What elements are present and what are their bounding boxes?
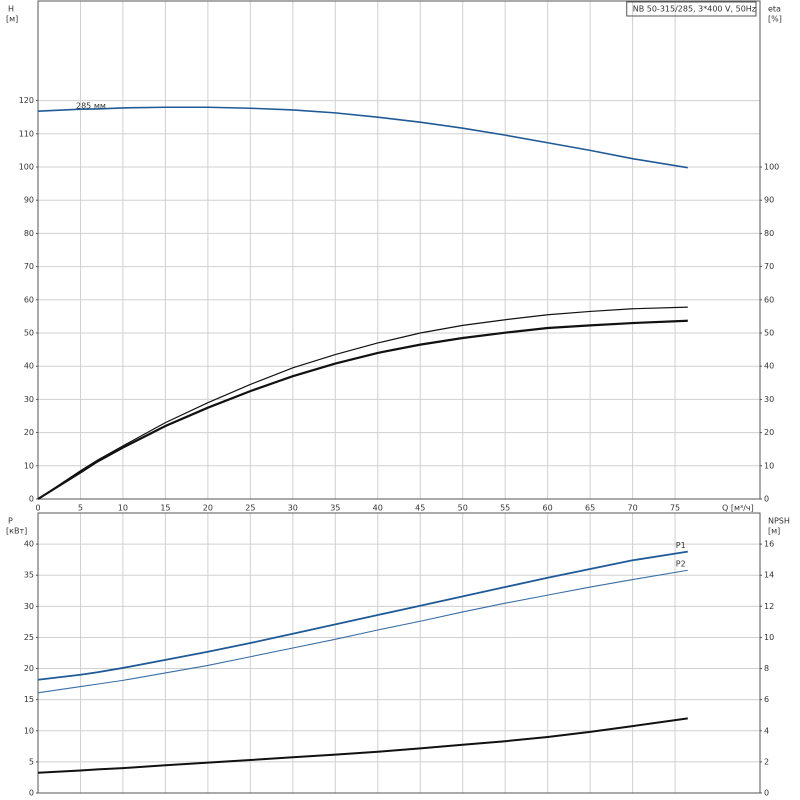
y-tick-label: 5 [29, 757, 34, 766]
x-tick-label: 75 [670, 504, 680, 513]
x-tick-label: 15 [160, 504, 170, 513]
curve [37, 717, 688, 774]
y2-tick-label: 100 [764, 163, 779, 172]
y-tick-label: 20 [24, 664, 34, 673]
y2-tick-label: 0 [764, 789, 769, 798]
y2-tick-label: 2 [764, 757, 769, 766]
y-tick-label: 15 [24, 695, 34, 704]
x-tick-label: 0 [35, 504, 40, 513]
plot-frame [37, 0, 761, 500]
y-tick-label: 25 [24, 633, 34, 642]
y2-tick-label: 8 [764, 664, 769, 673]
y2-tick-label: 90 [764, 196, 774, 205]
y-tick-label: 30 [24, 395, 34, 404]
x-tick-label: 45 [415, 504, 425, 513]
y-tick-label: 35 [24, 571, 34, 580]
curve-label: P2 [676, 560, 686, 569]
y-axis-label: P [8, 517, 13, 526]
y-tick-label: 10 [24, 461, 34, 470]
curve [37, 306, 688, 500]
y-tick-label: 0 [29, 495, 34, 504]
x-tick-label: 30 [288, 504, 298, 513]
y-tick-label: 40 [24, 540, 34, 549]
y-axis-label: H [8, 5, 14, 14]
y2-tick-label: 50 [764, 329, 774, 338]
x-axis-label: Q [м³/ч] [722, 504, 754, 513]
x-tick-label: 10 [118, 504, 128, 513]
y2-tick-label: 40 [764, 362, 774, 371]
y2-axis-unit: [%] [768, 15, 782, 24]
plot-frame [37, 512, 761, 794]
y2-tick-label: 12 [764, 602, 774, 611]
y2-tick-label: 16 [764, 540, 774, 549]
y2-tick-label: 4 [764, 726, 769, 735]
y2-tick-label: 0 [764, 495, 769, 504]
x-tick-label: 55 [500, 504, 510, 513]
y2-tick-label: 60 [764, 295, 774, 304]
y2-axis-unit: [м] [768, 527, 780, 536]
x-tick-label: 70 [627, 504, 637, 513]
y-tick-label: 20 [24, 428, 34, 437]
y-tick-label: 0 [29, 789, 34, 798]
curve [37, 319, 688, 500]
y-axis-unit: [м] [6, 15, 18, 24]
y-axis-unit: [кВт] [6, 527, 27, 536]
y-tick-label: 60 [24, 295, 34, 304]
curve-label: P1 [676, 541, 686, 550]
legend-title: NB 50-315/285, 3*400 V, 50Hz [633, 5, 756, 14]
x-tick-label: 5 [78, 504, 83, 513]
y2-tick-label: 30 [764, 395, 774, 404]
y-tick-label: 30 [24, 602, 34, 611]
y2-tick-label: 10 [764, 461, 774, 470]
y2-tick-label: 10 [764, 633, 774, 642]
y2-tick-label: 20 [764, 428, 774, 437]
y-tick-label: 10 [24, 726, 34, 735]
legend-box [626, 1, 757, 17]
y-tick-label: 70 [24, 262, 34, 271]
y-tick-label: 50 [24, 329, 34, 338]
y-tick-label: 120 [19, 96, 34, 105]
y2-tick-label: 6 [764, 695, 769, 704]
y-tick-label: 90 [24, 196, 34, 205]
y2-axis-label: NPSH [768, 517, 790, 526]
y-tick-label: 80 [24, 229, 34, 238]
x-tick-label: 60 [543, 504, 553, 513]
y2-tick-label: 14 [764, 571, 774, 580]
x-tick-label: 20 [203, 504, 213, 513]
y-tick-label: 100 [19, 163, 34, 172]
x-tick-label: 65 [585, 504, 595, 513]
curve [37, 550, 688, 681]
curve [37, 569, 688, 694]
y2-tick-label: 80 [764, 229, 774, 238]
x-tick-label: 50 [458, 504, 468, 513]
y-tick-label: 40 [24, 362, 34, 371]
y-tick-label: 110 [19, 129, 34, 138]
x-tick-label: 25 [245, 504, 255, 513]
curve [37, 106, 688, 169]
y2-axis-label: eta [768, 5, 781, 14]
y2-tick-label: 70 [764, 262, 774, 271]
curve-label: 285 мм [76, 102, 106, 111]
x-tick-label: 35 [330, 504, 340, 513]
x-tick-label: 40 [373, 504, 383, 513]
